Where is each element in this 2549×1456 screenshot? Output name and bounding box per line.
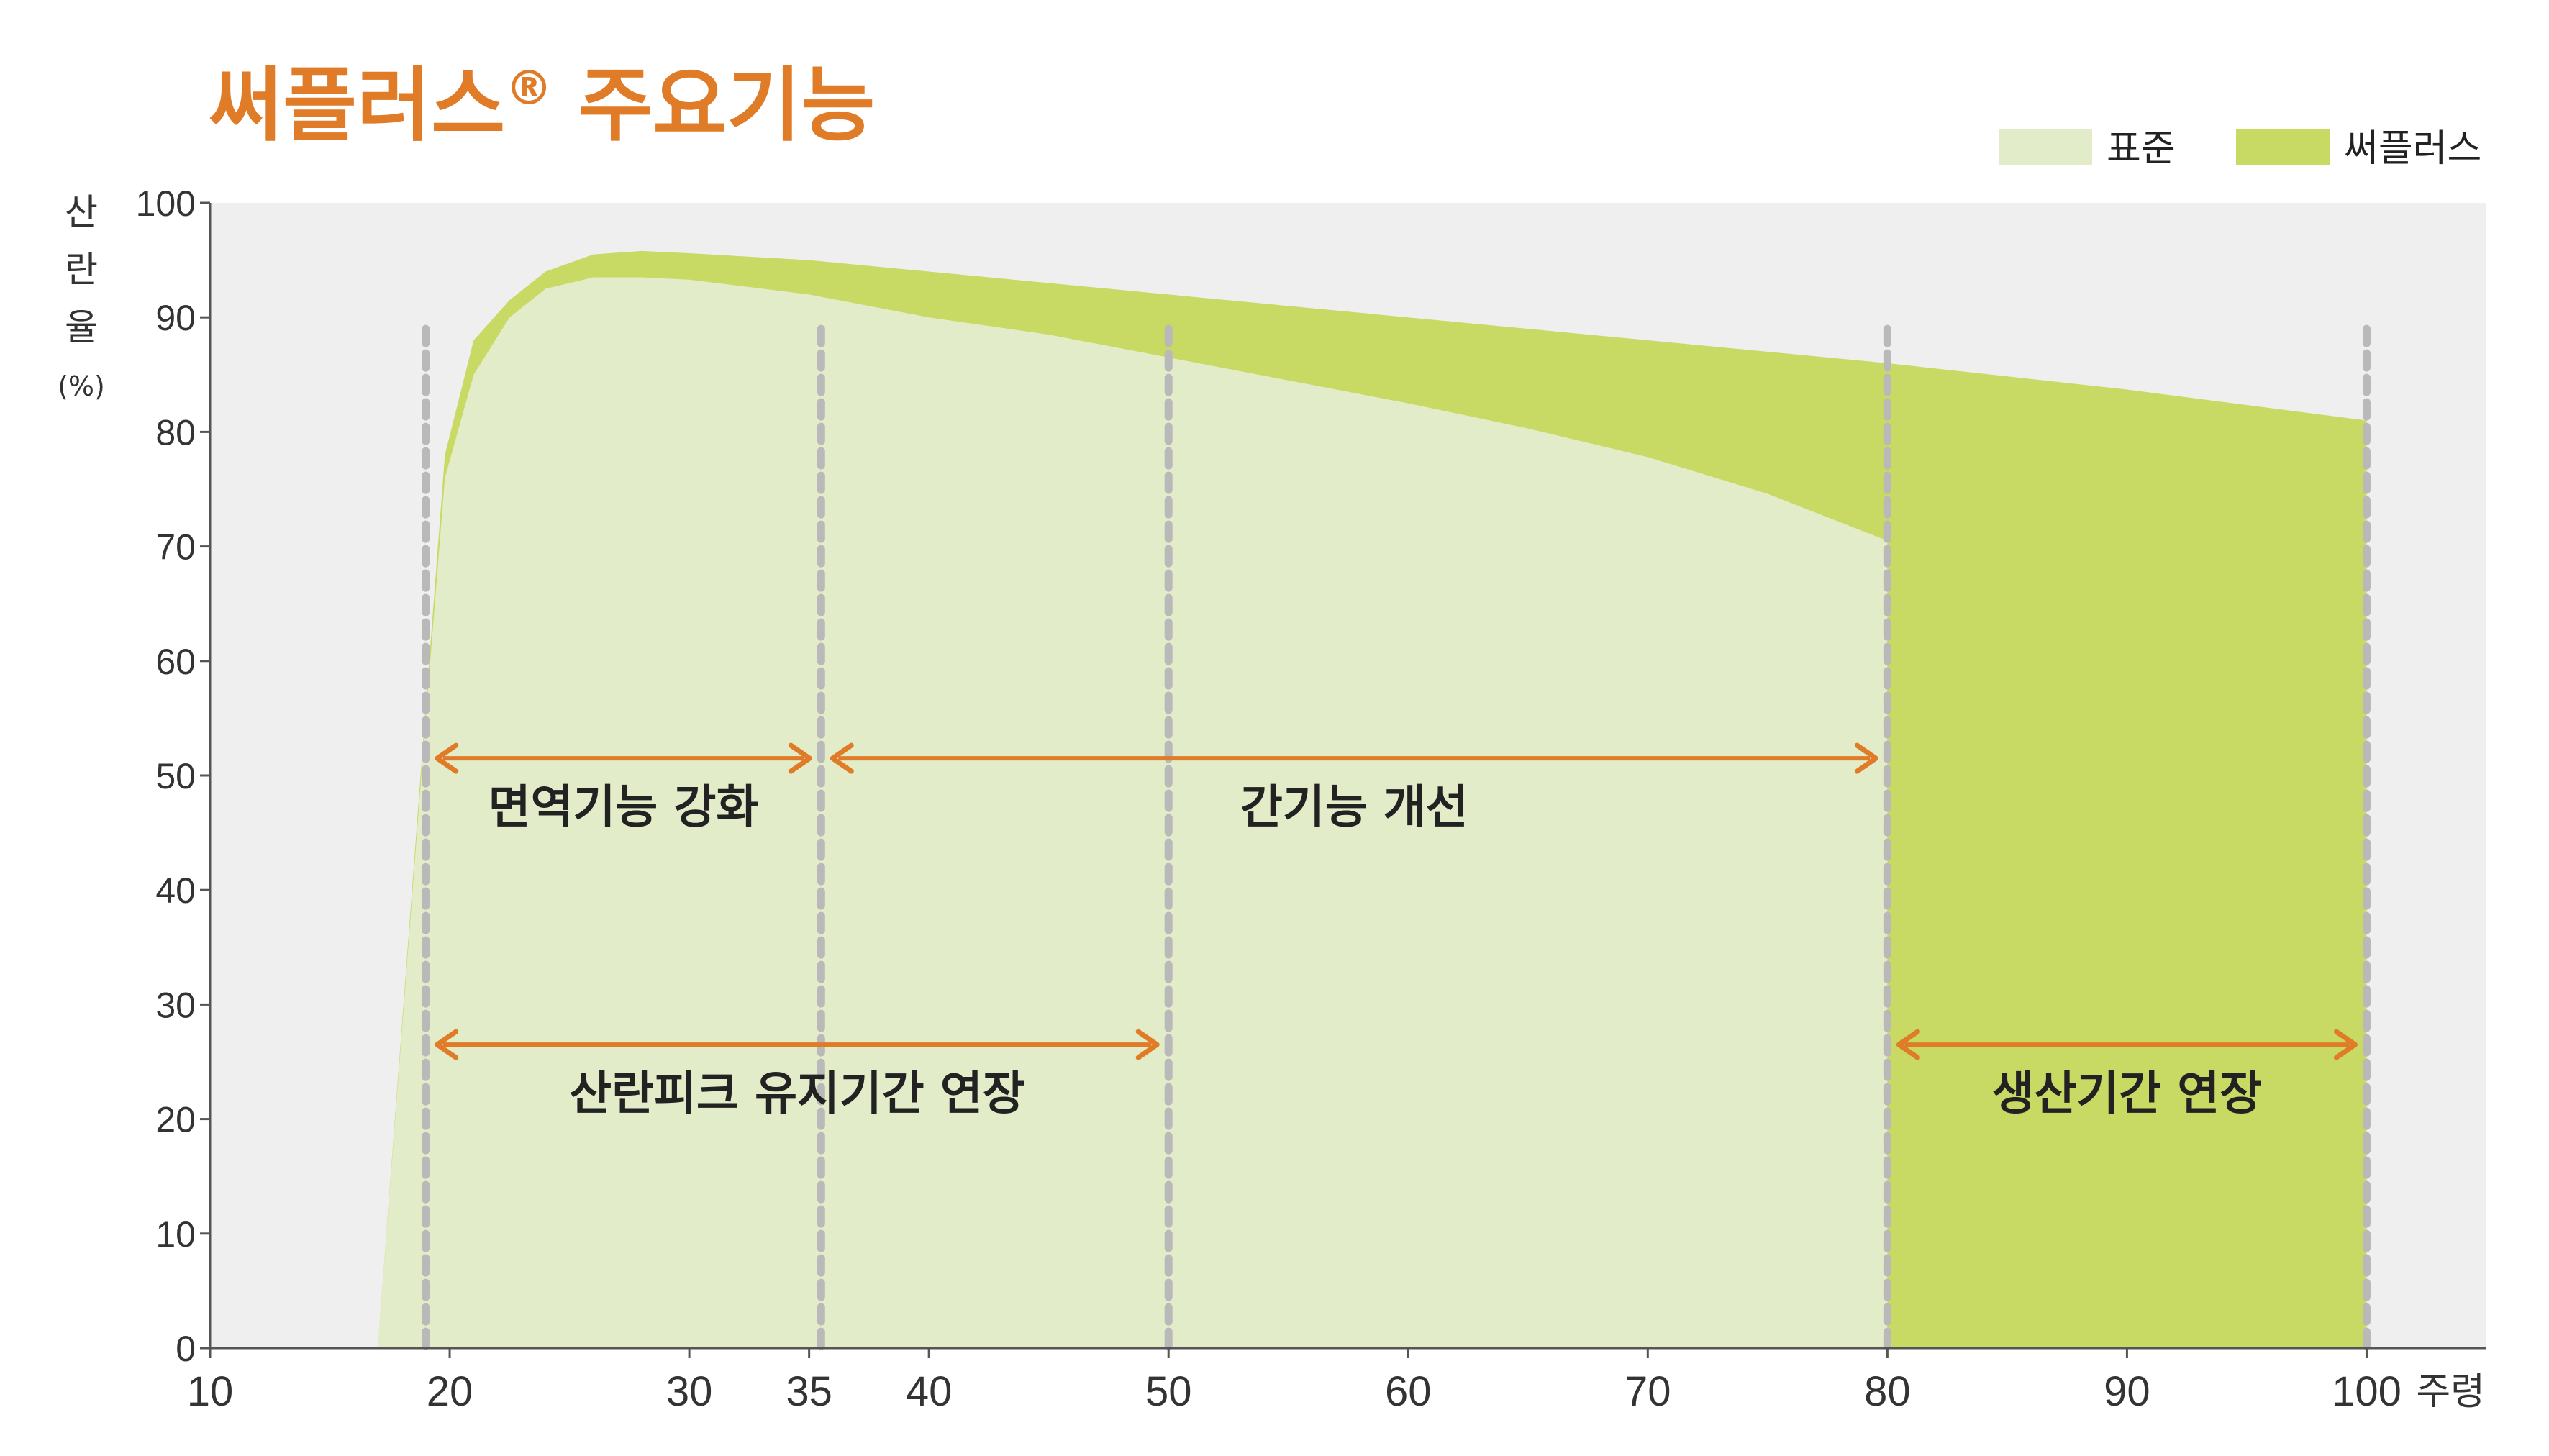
annotation-label-0: 면역기능 강화 xyxy=(489,781,759,834)
y-tick-label-20: 20 xyxy=(155,1100,196,1140)
y-axis-title: 산란율 (%) xyxy=(58,191,105,402)
y-tick-label-100: 100 xyxy=(136,183,196,224)
y-tick-label-60: 60 xyxy=(155,642,196,682)
legend-label-써플러스: 써플러스 xyxy=(2344,127,2481,170)
legend-swatch-써플러스 xyxy=(2236,129,2330,165)
x-tick-label-60: 60 xyxy=(1385,1368,1432,1415)
annotation-arrowhead-right-2 xyxy=(1135,1029,1160,1060)
area-표준 xyxy=(378,277,1888,1348)
annotation-arrowhead-right-0 xyxy=(788,742,812,774)
x-tick-label-35: 35 xyxy=(786,1368,832,1415)
y-tick-label-80: 80 xyxy=(155,412,196,452)
annotation-arrowhead-left-2 xyxy=(435,1029,459,1060)
x-tick-label-70: 70 xyxy=(1625,1368,1671,1415)
y-axis-title-char-2: 율 xyxy=(65,306,98,348)
area-series xyxy=(378,250,2367,1348)
x-tick-label-80: 80 xyxy=(1864,1368,1911,1415)
chart-title: 써플러스® 주요기능 xyxy=(209,59,875,153)
x-tick-label-100: 100 xyxy=(2332,1368,2402,1415)
annotation-label-2: 산란피크 유지기간 연장 xyxy=(569,1068,1024,1121)
y-tick-label-50: 50 xyxy=(155,756,196,796)
x-tick-label-40: 40 xyxy=(906,1368,953,1415)
reference-lines xyxy=(422,324,2371,1352)
annotation-arrowhead-right-1 xyxy=(1854,742,1878,774)
y-tick-label-0: 0 xyxy=(176,1329,196,1369)
y-tick-label-40: 40 xyxy=(155,870,196,911)
chart-title-mark: ® xyxy=(505,60,553,116)
y-tick-label-10: 10 xyxy=(155,1214,196,1255)
x-tick-label-90: 90 xyxy=(2104,1368,2150,1415)
legend: 표준 써플러스 xyxy=(1999,127,2481,170)
annotation-arrowhead-left-3 xyxy=(1896,1029,1920,1060)
chart-title-main: 써플러스 xyxy=(209,59,505,153)
annotation-arrowhead-right-3 xyxy=(2333,1029,2358,1060)
y-tick-label-70: 70 xyxy=(155,527,196,568)
legend-label-표준: 표준 xyxy=(2107,127,2176,170)
x-axis-title: 주령 xyxy=(2416,1370,2485,1414)
annotation-label-1: 간기능 개선 xyxy=(1240,781,1468,834)
x-tick-label-30: 30 xyxy=(666,1368,713,1415)
y-tick-label-90: 90 xyxy=(155,298,196,338)
annotation-label-3: 생산기간 연장 xyxy=(1992,1068,2263,1121)
x-tick-label-50: 50 xyxy=(1145,1368,1192,1415)
annotation-arrowhead-left-0 xyxy=(435,742,459,774)
x-tick-label-20: 20 xyxy=(427,1368,473,1415)
annotation-arrowhead-left-1 xyxy=(830,742,854,774)
y-axis-title-char-1: 란 xyxy=(65,249,98,291)
legend-swatch-표준 xyxy=(1999,129,2092,165)
x-tick-label-10: 10 xyxy=(187,1368,234,1415)
y-tick-label-30: 30 xyxy=(155,985,196,1025)
y-axis-unit: (%) xyxy=(58,370,105,402)
y-axis-title-char-0: 산 xyxy=(65,191,98,233)
chart-title-suffix: 주요기능 xyxy=(578,59,875,153)
